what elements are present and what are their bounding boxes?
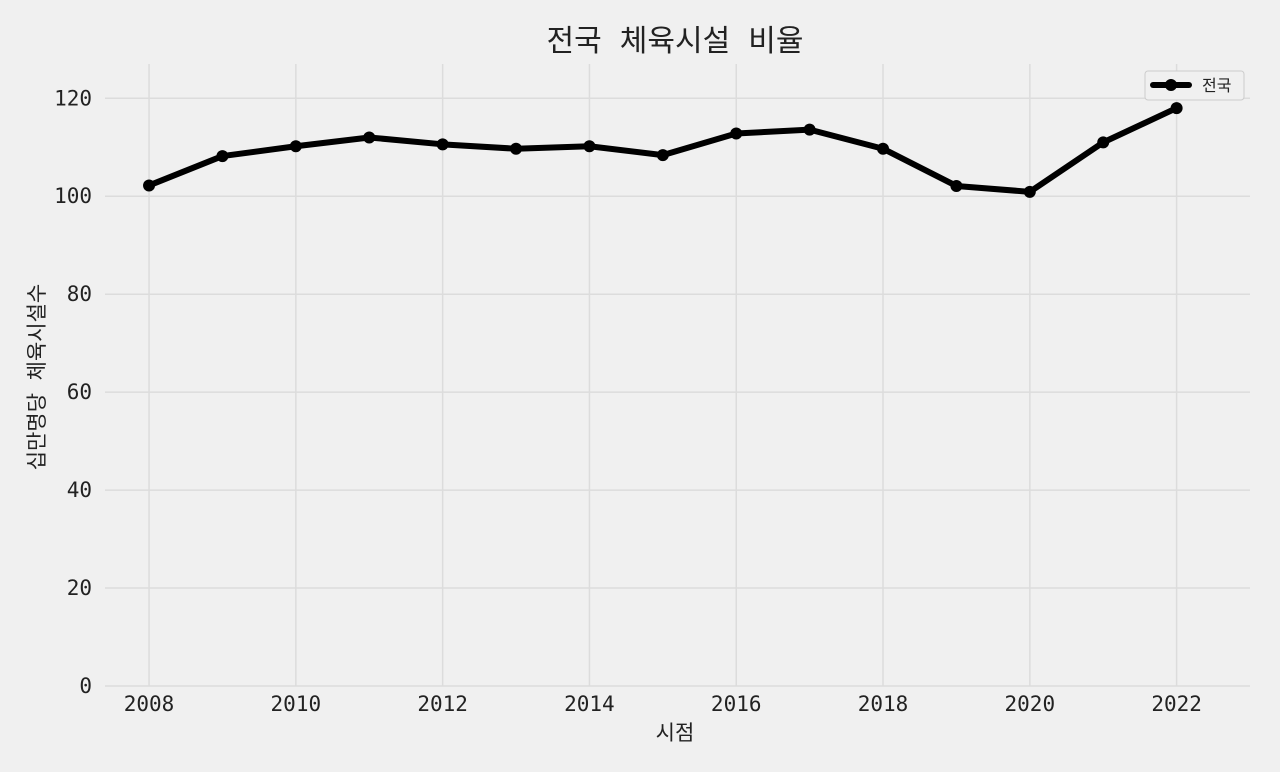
data-point-2015 <box>656 149 669 162</box>
data-point-2008 <box>143 179 156 192</box>
y-tick-label: 120 <box>54 86 92 110</box>
legend-marker <box>1165 79 1177 91</box>
y-tick-label: 40 <box>67 478 92 502</box>
x-tick-label: 2012 <box>417 692 468 716</box>
data-point-2022 <box>1170 102 1183 115</box>
data-point-2019 <box>950 179 963 192</box>
x-tick-label: 2008 <box>124 692 175 716</box>
y-axis-ticks: 0 20 40 60 80 100 120 <box>54 86 92 698</box>
y-tick-label: 0 <box>79 674 92 698</box>
grid-lines <box>105 64 1250 687</box>
y-tick-label: 60 <box>67 380 92 404</box>
y-tick-label: 20 <box>67 576 92 600</box>
data-point-2009 <box>216 150 229 163</box>
data-point-2012 <box>436 138 449 151</box>
y-tick-label: 80 <box>67 282 92 306</box>
x-tick-label: 2018 <box>858 692 909 716</box>
data-point-2017 <box>803 123 816 136</box>
legend: 전국 <box>1144 70 1245 101</box>
data-point-2010 <box>289 140 302 153</box>
data-point-2020 <box>1023 185 1036 198</box>
x-axis-label: 시점 <box>656 721 695 745</box>
y-tick-label: 100 <box>54 184 92 208</box>
x-tick-label: 2016 <box>711 692 762 716</box>
x-tick-label: 2020 <box>1005 692 1056 716</box>
data-point-2011 <box>363 131 376 144</box>
data-point-2021 <box>1097 136 1110 149</box>
legend-box <box>1144 70 1245 101</box>
x-tick-label: 2010 <box>271 692 322 716</box>
chart-title: 전국 체육시설 비율 <box>547 24 804 59</box>
data-point-2014 <box>583 140 596 153</box>
series-layer <box>143 102 1183 198</box>
x-tick-label: 2014 <box>564 692 615 716</box>
data-point-2016 <box>730 127 743 140</box>
data-point-2018 <box>877 142 890 155</box>
legend-label-series-1: 전국 <box>1202 76 1231 95</box>
x-tick-label: 2022 <box>1151 692 1202 716</box>
y-axis-label: 십만명당 체육시설수 <box>25 284 49 471</box>
data-point-2013 <box>510 142 523 155</box>
x-axis-ticks: 2008 2010 2012 2014 2016 2018 2020 2022 <box>124 692 1202 716</box>
